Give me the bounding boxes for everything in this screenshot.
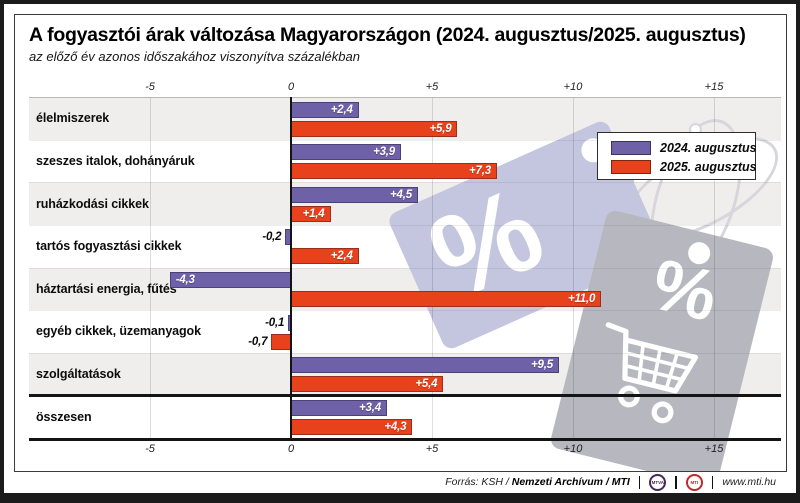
bar-2025 <box>271 333 291 350</box>
bar-value-label: -0,1 <box>265 316 285 329</box>
category-label: egyéb cikkek, üzemanyagok <box>36 324 201 339</box>
bar-value-label: +2,4 <box>330 103 353 116</box>
footer-divider <box>638 475 641 489</box>
axis-tick-label-top: +15 <box>704 81 724 93</box>
mtva-logo: MTVA <box>649 473 667 491</box>
row-separator <box>29 182 781 184</box>
bar-value-label: +3,4 <box>358 401 381 414</box>
category-label: ruházkodási cikkek <box>36 196 149 211</box>
totals-separator-line <box>29 394 781 398</box>
category-label: összesen <box>36 409 92 424</box>
page-subtitle: az előző év azonos időszakához viszonyít… <box>29 49 360 64</box>
bar-value-label: -0,2 <box>262 231 282 244</box>
row-separator <box>29 310 781 312</box>
legend-swatch-2025 <box>611 160 651 174</box>
grid-line-vertical <box>432 97 433 438</box>
grid-line-vertical <box>573 97 574 438</box>
legend-label: 2024. augusztus <box>660 141 757 155</box>
bar-value-label: -0,7 <box>248 335 268 348</box>
legend-swatch-2024 <box>611 141 651 155</box>
category-label: élelmiszerek <box>36 111 110 126</box>
category-label: tartós fogyasztási cikkek <box>36 239 182 254</box>
row-separator <box>29 267 781 269</box>
axis-tick-label-bottom: 0 <box>287 443 295 455</box>
bar-value-label: +11,0 <box>567 293 596 305</box>
footer-bar: Forrás: KSH / Nemzeti Archívum / MTI MTV… <box>0 473 776 491</box>
row-separator <box>29 224 781 226</box>
row-separator <box>29 352 781 354</box>
bar-value-label: +5,9 <box>429 122 452 135</box>
bar-value-label: +4,3 <box>384 420 407 433</box>
footer-divider <box>711 475 714 489</box>
category-label: szolgáltatások <box>36 367 121 382</box>
bar-value-label: -4,3 <box>175 274 195 286</box>
axis-tick-label-bottom: +15 <box>704 443 724 455</box>
bar-value-label: +2,4 <box>330 250 353 263</box>
chart-frame: % % A fogyasztói árak változása Magyaror… <box>14 14 787 472</box>
grid-line-vertical <box>150 97 151 438</box>
source-credit: Forrás: KSH / Nemzeti Archívum / MTI <box>445 476 630 488</box>
bar-value-label: +7,3 <box>468 165 491 178</box>
page-title: A fogyasztói árak változása Magyarország… <box>29 24 746 46</box>
axis-tick-label-bottom: +10 <box>563 443 583 455</box>
grid-line-vertical <box>714 97 715 438</box>
category-label: szeszes italok, dohányáruk <box>36 153 195 168</box>
bar-value-label: +5,4 <box>415 378 438 391</box>
legend-label: 2025. augusztus <box>660 160 757 174</box>
plot-top-border <box>29 97 781 98</box>
mti-logo: MTI <box>685 473 703 491</box>
row-separator <box>29 139 781 141</box>
x-axis-line <box>29 438 781 441</box>
axis-tick-label-top: 0 <box>287 81 295 93</box>
bar-value-label: +9,5 <box>530 359 553 372</box>
chart-legend: 2024. augusztus 2025. augusztus <box>597 132 757 180</box>
zero-axis-line <box>290 97 292 441</box>
footer-divider <box>675 475 677 489</box>
bar-value-label: +4,5 <box>389 188 412 201</box>
bar-value-label: +3,9 <box>373 146 395 159</box>
axis-tick-label-bottom: -5 <box>145 443 155 455</box>
website-url: www.mti.hu <box>722 476 776 488</box>
axis-tick-label-top: -5 <box>145 81 155 93</box>
category-label: háztartási energia, fűtés <box>36 281 177 296</box>
axis-tick-label-top: +10 <box>563 81 583 93</box>
axis-tick-label-top: +5 <box>425 81 439 93</box>
bar-value-label: +1,4 <box>302 207 325 220</box>
axis-tick-label-bottom: +5 <box>425 443 439 455</box>
